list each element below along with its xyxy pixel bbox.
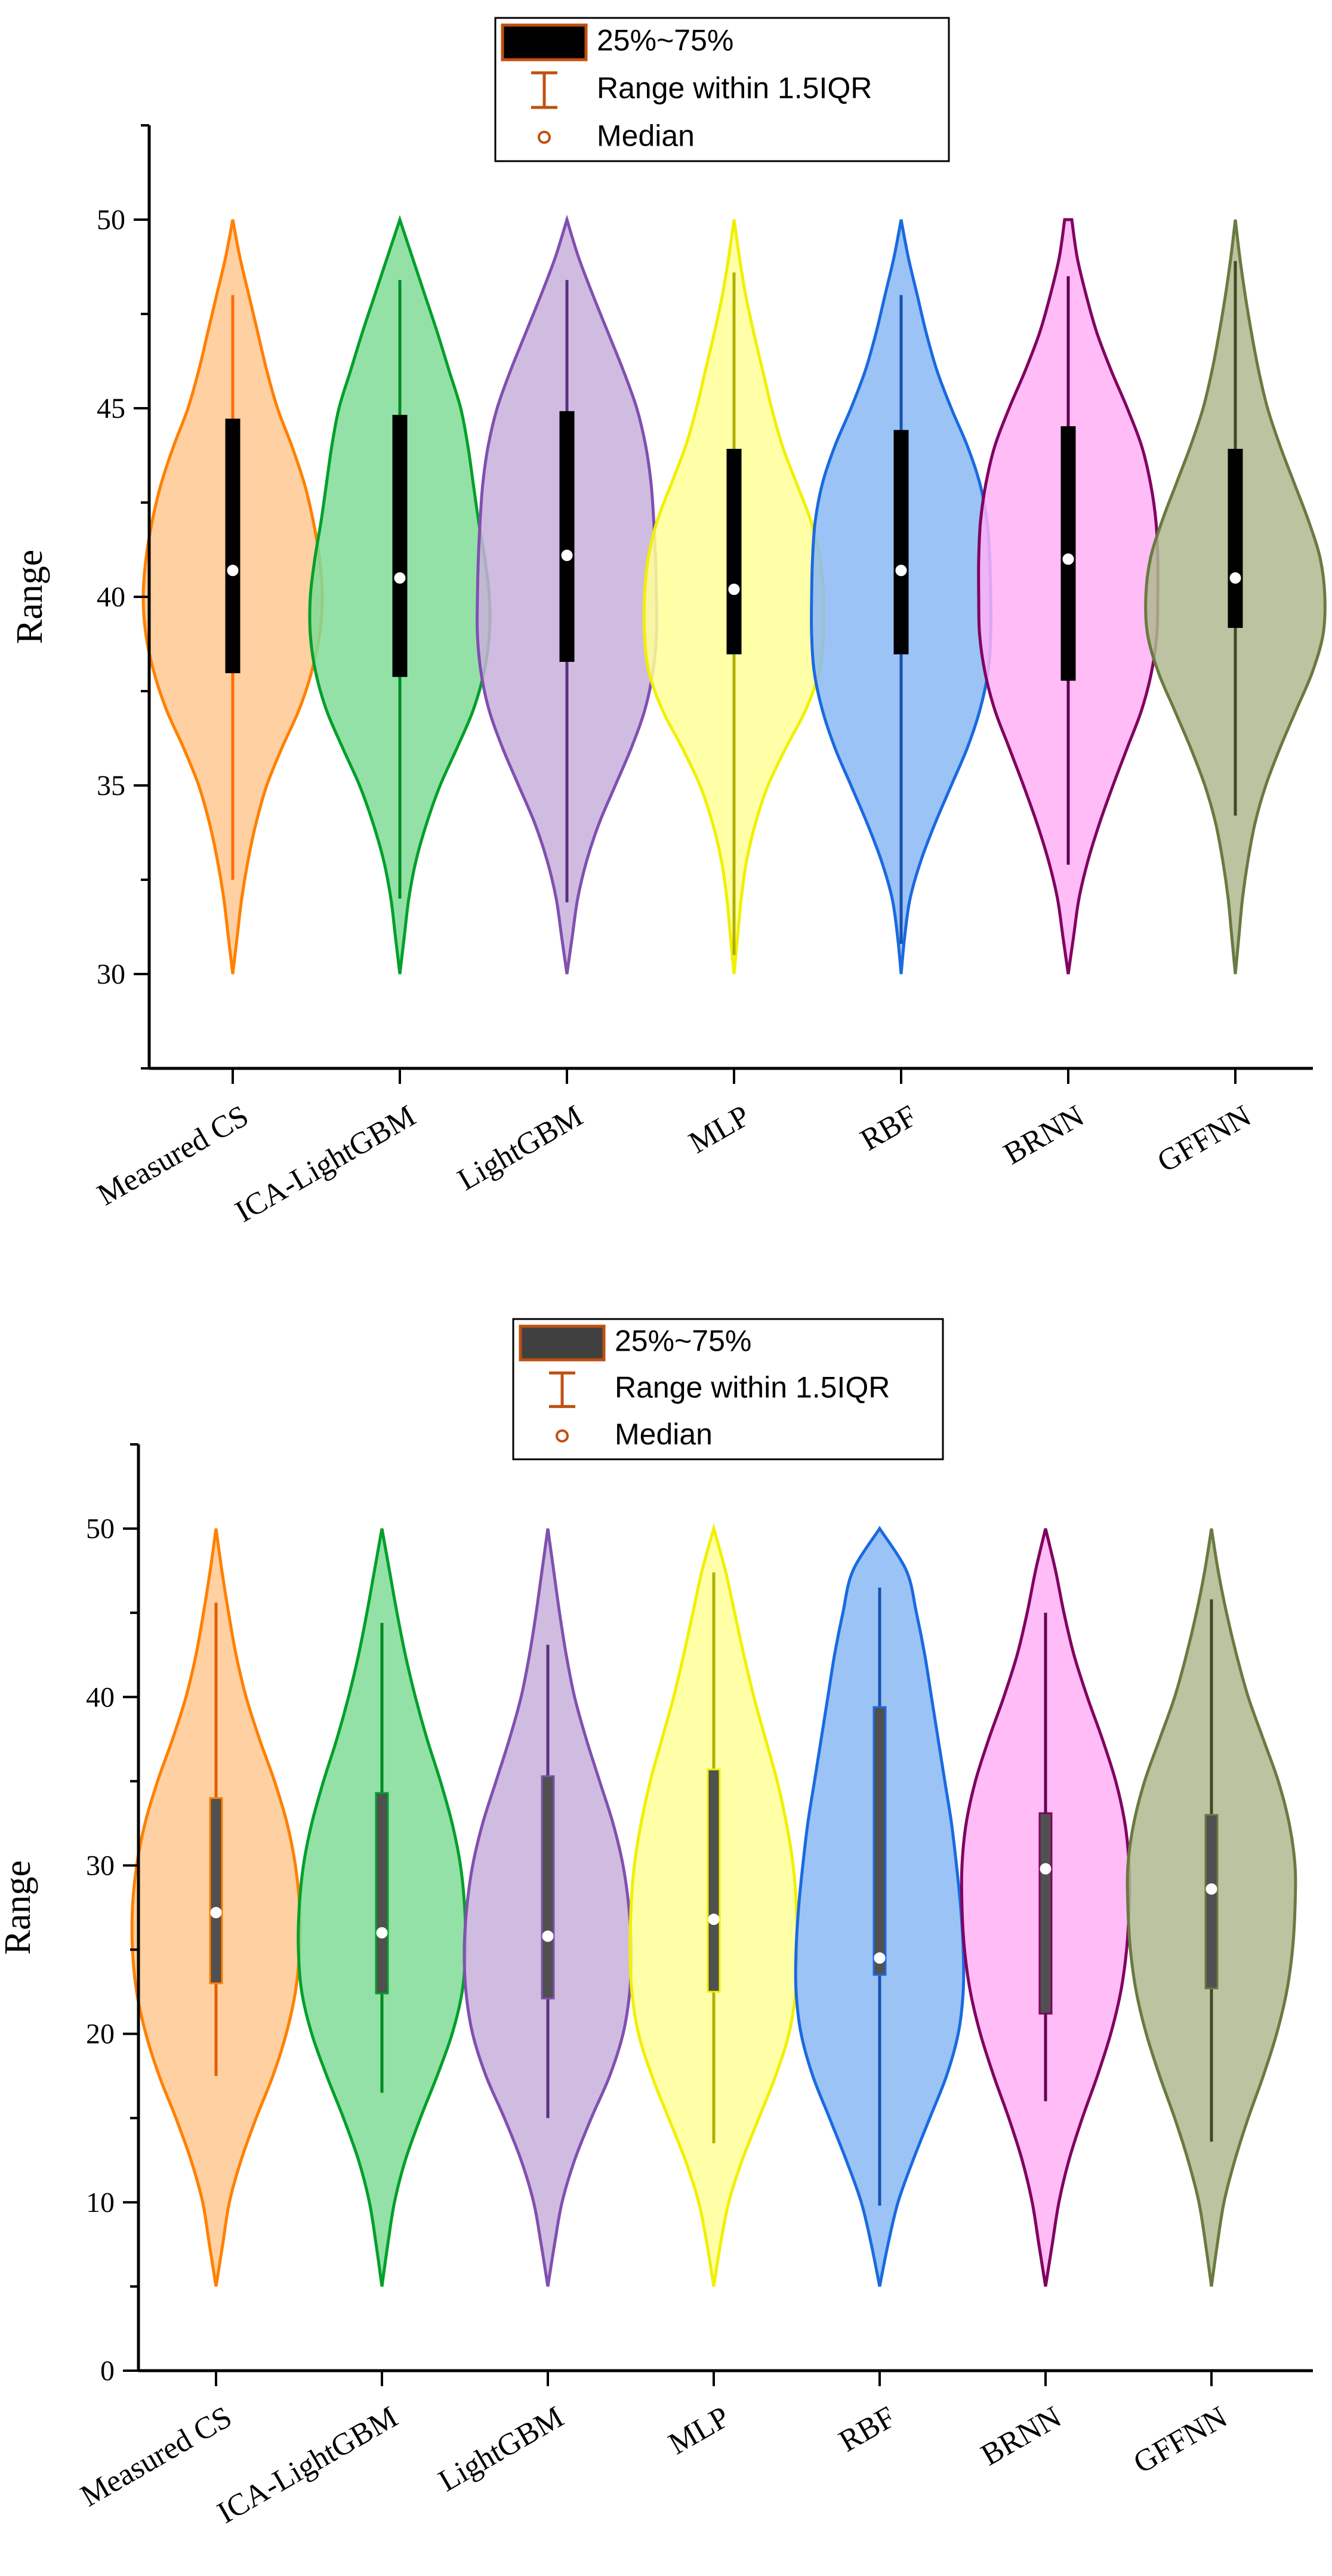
median-dot-3	[728, 583, 740, 595]
median-dot-1	[376, 1927, 388, 1939]
median-dot-4	[874, 1952, 886, 1964]
median-dot-3	[708, 1913, 720, 1925]
legend-box-swatch	[501, 23, 588, 61]
iqr-box-6	[1204, 1814, 1219, 1989]
y-tick-label-4: 50	[97, 204, 125, 236]
legend-median-swatch	[556, 1429, 569, 1443]
y-tick-label-2: 20	[86, 2019, 115, 2050]
median-dot-1	[394, 572, 406, 584]
iqr-box-2	[559, 411, 575, 662]
median-dot-5	[1040, 1863, 1052, 1875]
median-dot-6	[1205, 1883, 1217, 1895]
legend-box-swatch	[519, 1324, 606, 1361]
iqr-box-1	[375, 1792, 389, 1995]
y-tick-label-0: 0	[100, 2355, 115, 2387]
legend-entry-2: Median	[615, 1418, 713, 1451]
median-dot-6	[1229, 572, 1241, 584]
legend-entry-0: 25%~75%	[615, 1324, 751, 1357]
iqr-box-6	[1228, 449, 1243, 628]
iqr-box-4	[872, 1706, 887, 1976]
iqr-box-0	[225, 418, 240, 673]
legend-median-swatch	[538, 131, 551, 144]
legend-entry-2: Median	[597, 119, 695, 152]
y-tick-label-4: 40	[86, 1681, 115, 1713]
iqr-box-3	[726, 449, 742, 655]
iqr-box-4	[893, 430, 909, 655]
y-tick-label-3: 45	[97, 393, 125, 424]
median-dot-5	[1062, 553, 1074, 565]
median-dot-4	[895, 565, 907, 577]
legend-entry-1: Range within 1.5IQR	[615, 1371, 890, 1404]
iqr-box-0	[209, 1797, 223, 1985]
legend-entry-1: Range within 1.5IQR	[597, 71, 872, 104]
legend: 25%~75% Range within 1.5IQR Median	[512, 1318, 944, 1460]
y-axis-title: Range	[10, 550, 50, 644]
y-tick-label-5: 50	[86, 1513, 115, 1545]
y-tick-label-2: 40	[97, 581, 125, 613]
legend: 25%~75% Range within 1.5IQR Median	[494, 17, 950, 162]
y-tick-label-1: 35	[97, 770, 125, 802]
y-axis-title: Range	[0, 1860, 38, 1955]
iqr-box-3	[707, 1768, 721, 1993]
median-dot-2	[542, 1930, 554, 1942]
iqr-box-5	[1038, 1812, 1053, 2015]
median-dot-0	[210, 1906, 222, 1918]
iqr-box-2	[541, 1775, 555, 1999]
y-tick-label-3: 30	[86, 1850, 115, 1881]
iqr-box-1	[392, 415, 408, 677]
y-tick-label-0: 30	[97, 959, 125, 990]
y-tick-label-1: 10	[86, 2187, 115, 2218]
median-dot-2	[561, 549, 573, 561]
median-dot-0	[227, 565, 239, 577]
legend-entry-0: 25%~75%	[597, 23, 733, 57]
